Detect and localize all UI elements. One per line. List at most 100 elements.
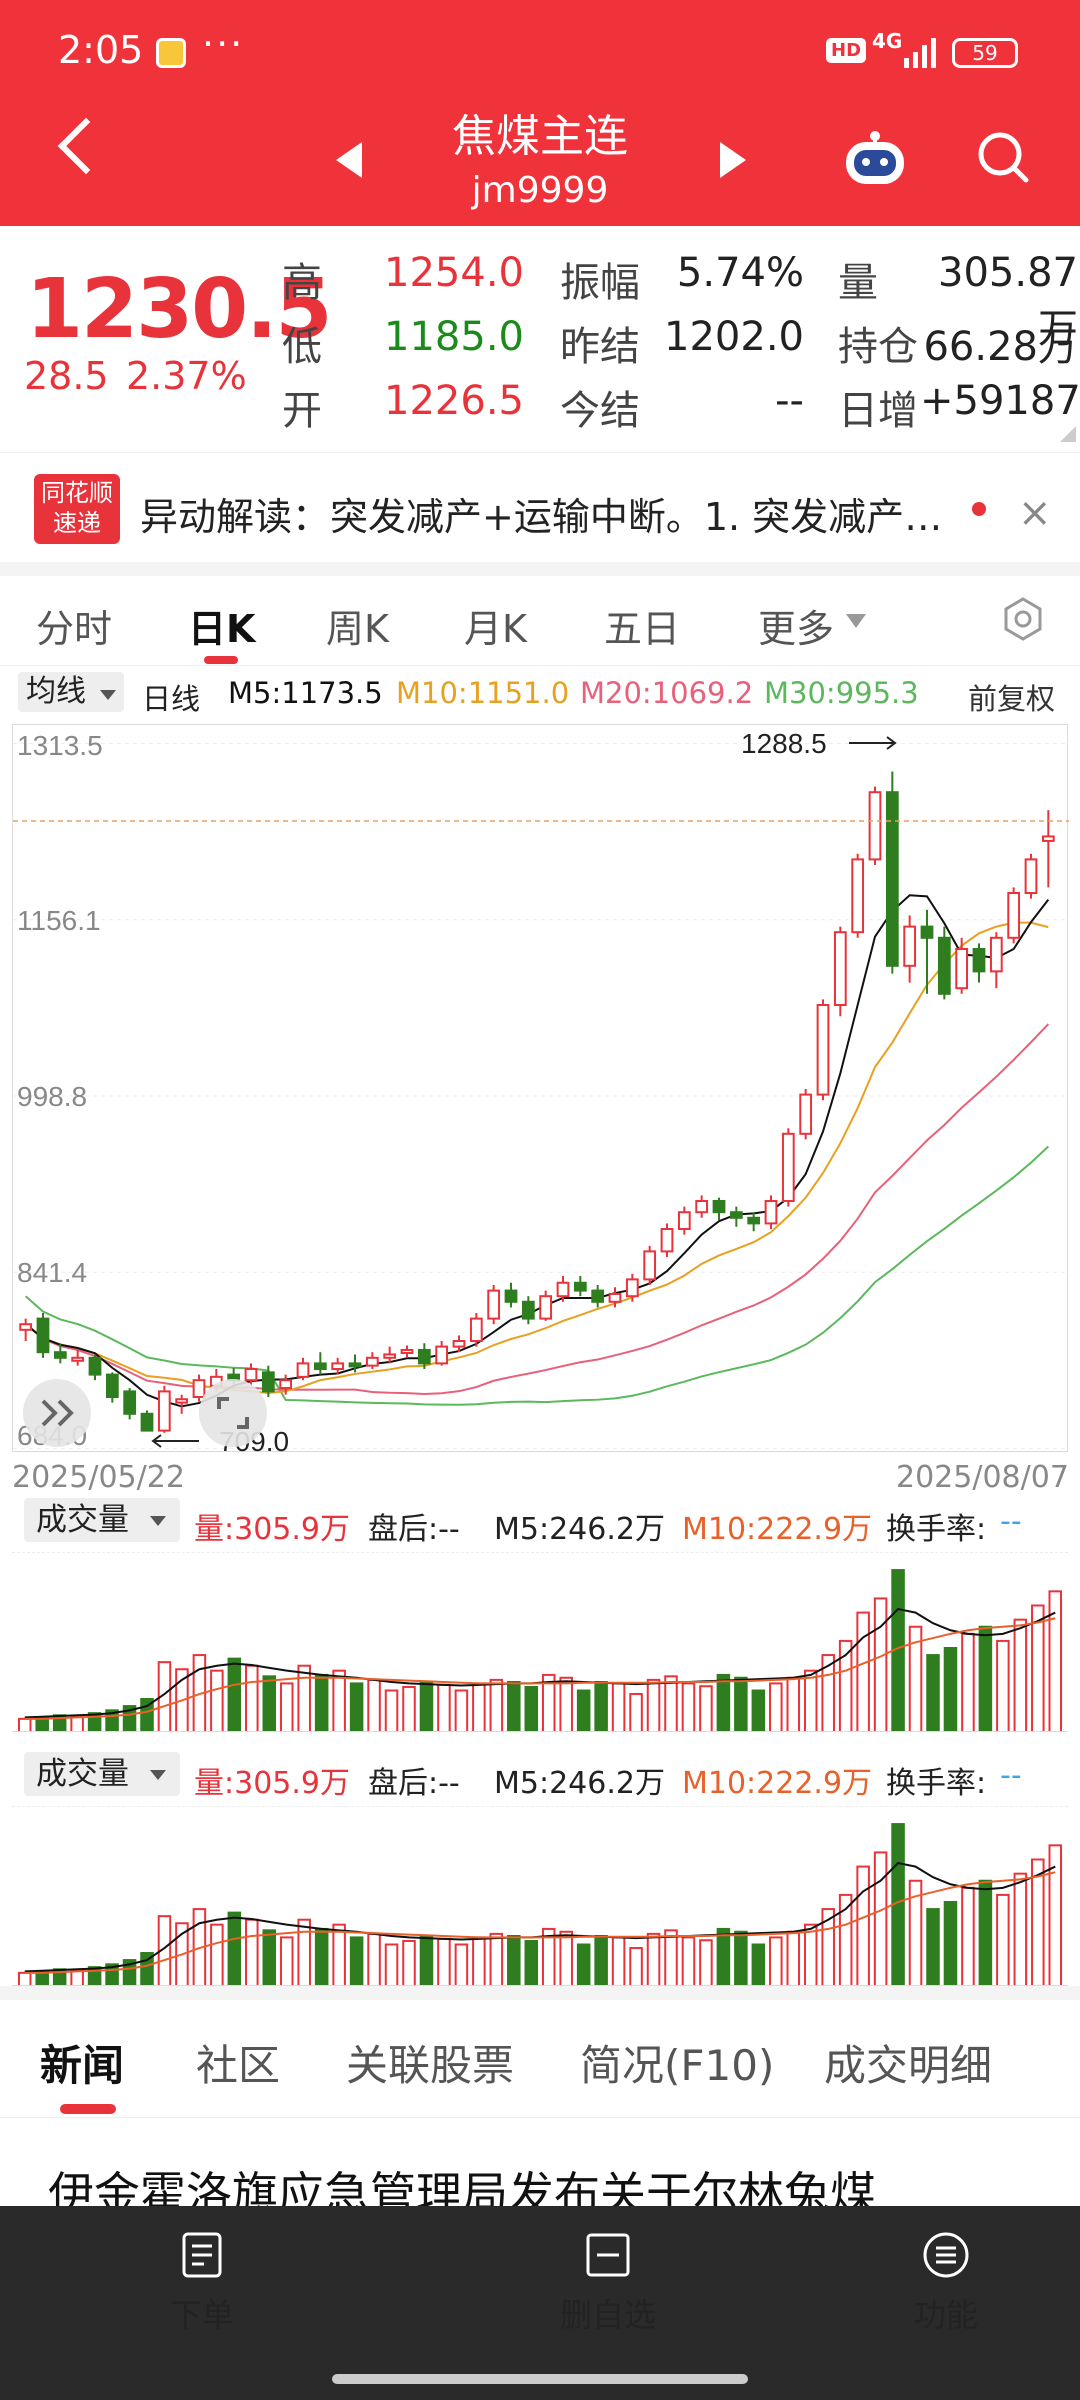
candle-body	[71, 1356, 85, 1362]
volume-bar	[821, 1908, 835, 1985]
candle-body	[365, 1356, 379, 1367]
volume-bar	[105, 1963, 119, 1985]
top-header: 2:05 ··· HD 4G 59 焦煤主连 jm9999	[0, 0, 1080, 226]
candle-body	[539, 1295, 553, 1320]
candle-body	[469, 1317, 483, 1342]
prev-settle-label: 昨结	[560, 324, 640, 370]
news-ticker[interactable]	[0, 452, 1080, 562]
ma20-label: M20:1069.2	[580, 676, 754, 710]
volume-bar	[489, 1678, 504, 1731]
tab-f10[interactable]: 简况(F10)	[580, 2041, 775, 2090]
candle-body	[781, 1132, 795, 1202]
chevron-down-icon	[846, 614, 866, 628]
candle-body	[677, 1211, 691, 1231]
turnover-value-1: --	[1000, 1504, 1022, 1539]
signal-icon	[904, 38, 936, 68]
ma5-label: M5:1173.5	[228, 676, 383, 710]
period-label: 日线	[142, 682, 201, 716]
chart-grid	[13, 742, 1069, 1450]
candle-body	[348, 1362, 362, 1368]
volume-bar	[140, 1952, 154, 1985]
function-button[interactable]: 功能	[866, 2230, 1026, 2336]
close-icon[interactable]: ×	[1018, 490, 1052, 536]
battery-icon: 59	[952, 38, 1018, 68]
next-contract-icon[interactable]	[720, 142, 746, 178]
tab-more[interactable]: 更多	[758, 607, 835, 651]
volume-bar	[472, 1936, 486, 1985]
candle-body	[851, 858, 865, 934]
ths-logo: 同花顺 速递	[34, 474, 120, 544]
search-icon[interactable]	[974, 128, 1030, 184]
vol-m5-1: M5:246.2万	[494, 1512, 665, 1547]
settings-icon[interactable]	[1000, 596, 1046, 642]
order-button[interactable]: 下单	[122, 2230, 282, 2336]
tab-weekly-k[interactable]: 周K	[326, 607, 389, 651]
volume-bar	[1031, 1858, 1045, 1985]
volume-bar	[507, 1935, 521, 1985]
volume-bar	[926, 1908, 940, 1985]
remove-watchlist-button[interactable]: 删自选	[528, 2230, 688, 2336]
candle-body	[192, 1379, 206, 1399]
volume-bar	[594, 1681, 608, 1731]
logo-top-text: 同花顺	[41, 479, 113, 507]
open-value: 1226.5	[384, 378, 524, 424]
tab-intraday[interactable]: 分时	[36, 607, 113, 651]
back-icon[interactable]	[57, 117, 115, 175]
volume-bar	[943, 1647, 958, 1731]
volume-bar	[856, 1611, 870, 1731]
volume-chart-2[interactable]	[12, 1806, 1068, 1986]
volume-bar	[1013, 1618, 1028, 1731]
indicator-select[interactable]: 均线	[18, 672, 124, 712]
tab-trade-detail[interactable]: 成交明细	[824, 2041, 993, 2090]
candle-body	[712, 1200, 726, 1214]
volume-bar	[873, 1597, 888, 1731]
candle-body	[296, 1362, 310, 1378]
volume-bar	[978, 1625, 993, 1731]
volume-bar	[227, 1911, 242, 1985]
volume-bar	[262, 1929, 277, 1985]
volume-bar	[367, 1678, 381, 1731]
volume-select-1[interactable]: 成交量	[24, 1498, 180, 1542]
candle-body	[279, 1379, 293, 1390]
volume-bar	[210, 1923, 224, 1985]
volume-bar	[17, 1971, 32, 1985]
tab-monthly-k[interactable]: 月K	[464, 607, 527, 651]
ma-lines	[25, 894, 1050, 1408]
volume-chart-1[interactable]	[12, 1552, 1068, 1732]
price-tick-label: 1313.5	[17, 730, 103, 761]
tab-related-stocks[interactable]: 关联股票	[346, 2041, 515, 2090]
date-start: 2025/05/22	[12, 1460, 185, 1495]
tab-community[interactable]: 社区	[196, 2041, 281, 2090]
chevron-down-icon	[100, 690, 116, 700]
prev-contract-icon[interactable]	[336, 142, 362, 178]
amplitude-label: 振幅	[560, 260, 640, 306]
volume-bar	[769, 1936, 783, 1985]
volume-bar	[384, 1943, 399, 1985]
candle-body	[885, 791, 899, 967]
fullscreen-button[interactable]	[199, 1379, 267, 1447]
volume-bar	[349, 1682, 364, 1731]
volume-bar	[873, 1851, 888, 1985]
volume-bar	[803, 1923, 818, 1985]
volume-bar	[279, 1936, 294, 1985]
status-time: 2:05	[58, 28, 144, 72]
robot-assistant-icon[interactable]	[840, 128, 910, 188]
tab-daily-k[interactable]: 日K	[188, 607, 256, 651]
volume-bar	[384, 1689, 399, 1731]
price-tick-label: 998.8	[17, 1081, 87, 1112]
news-ticker-text[interactable]: 异动解读：突发减产+运输中断。1. 突发减产导致供给收缩	[140, 495, 970, 539]
volume-bar	[140, 1698, 154, 1731]
tab-news[interactable]: 新闻	[40, 2041, 125, 2090]
adjust-label[interactable]: 前复权	[968, 682, 1056, 716]
volume-bar	[454, 1689, 469, 1731]
volume-bar	[245, 1918, 259, 1985]
date-end: 2025/08/07	[896, 1460, 1069, 1495]
candle-body	[504, 1289, 518, 1303]
volume-bar	[926, 1654, 940, 1731]
volume-bar	[87, 1966, 102, 1985]
tab-five-day[interactable]: 五日	[604, 607, 681, 651]
expand-corner-icon[interactable]	[1060, 426, 1076, 442]
expand-left-button[interactable]	[23, 1379, 91, 1447]
